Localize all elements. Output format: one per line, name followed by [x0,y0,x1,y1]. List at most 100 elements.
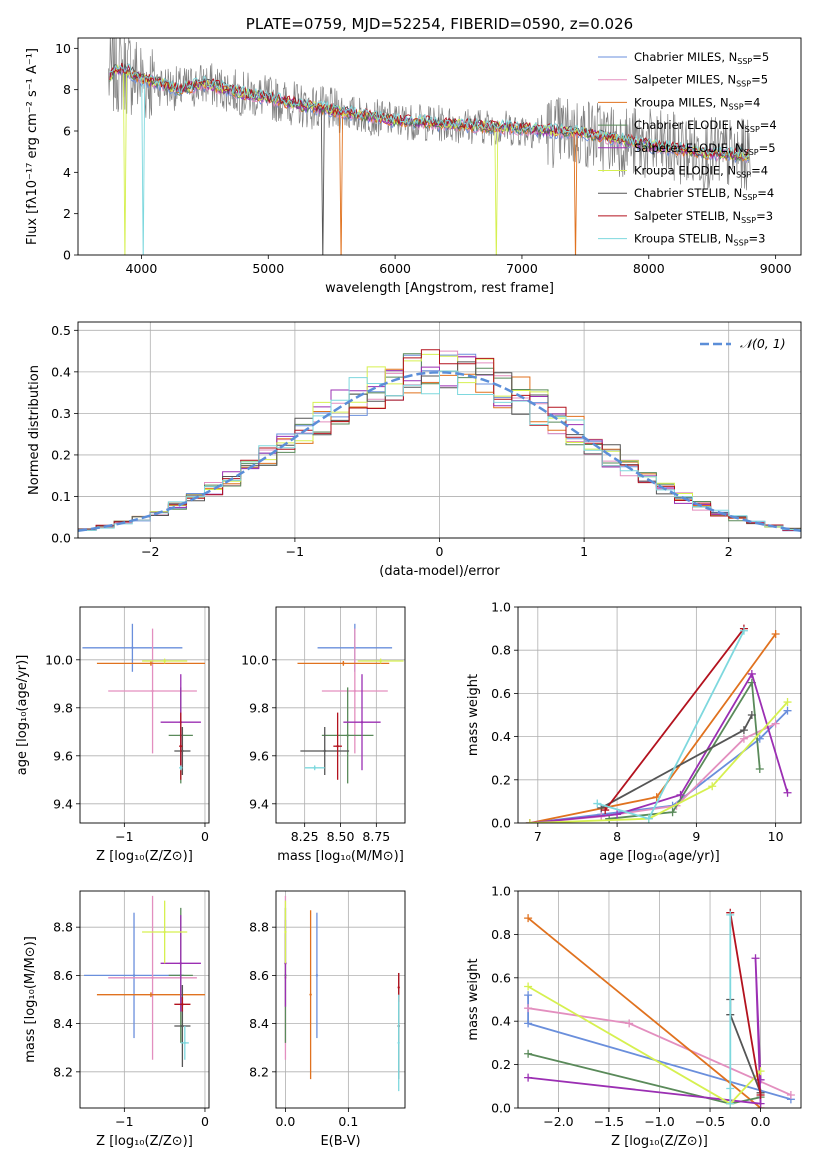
weight-marker [524,1049,533,1058]
weight_vs_age-xlabel: age [log₁₀(age/yr)] [599,849,720,864]
weight-marker [593,799,602,808]
legend-label: Kroupa ELODIE, NSSP=4 [634,164,768,180]
legend-label-text: Chabrier STELIB, N [634,186,742,200]
mass_vs_ebv-plot-area [284,895,400,1092]
spectrum-ytick-label: 10 [55,41,71,56]
weight_vs_Z-plot-area [524,908,795,1108]
data-point [149,662,153,665]
data-point [309,993,312,996]
weight-line [529,701,789,823]
legend-label-text: Kroupa ELODIE, N [634,164,736,178]
weight-marker [783,706,792,715]
weight-marker [783,698,792,707]
age_vs_Z-frame [79,606,210,824]
legend-label-text: Chabrier MILES, N [634,50,737,64]
legend-label: Kroupa MILES, NSSP=4 [634,95,760,111]
weight-marker [756,1099,765,1108]
data-point [313,766,316,769]
weight_vs_Z-ytick-label: 0.6 [491,970,511,985]
weight_vs_Z-xtick-label: −1.5 [594,1114,624,1129]
weight-marker [739,626,748,635]
mass_vs_ebv-xtick-label: 0.0 [275,1114,295,1129]
legend-label-sub: SSP [744,148,759,157]
spectrum-title: PLATE=0759, MJD=52254, FIBERID=0590, z=0… [246,15,633,33]
residuals-xlabel: (data-model)/error [379,564,500,579]
data-point [151,976,154,979]
weight-marker [751,954,760,963]
weight-marker [739,726,748,735]
legend-label-sub: SSP [736,171,751,180]
mass_vs_Z-xtick-label: 0 [201,1114,209,1129]
spectrum-ytick-label: 6 [63,124,71,139]
weight-line [527,958,762,1105]
weight-marker [755,765,764,773]
age_vs_Z-ytick-label: 9.4 [53,796,73,811]
age_vs_mass-xtick-label: 8.75 [362,829,390,844]
age_vs_mass-plot-area [297,623,404,784]
data-point [132,974,136,977]
legend-label-sub: SSP [741,216,756,225]
weight_vs_Z-panel: −2.0 −1.5 −1.0 −0.5 0.0 0.0 0.2 0.4 0.6 0.8 1.0 Z [… [466,884,802,1149]
weight-marker [524,1019,533,1028]
weight-marker [601,806,610,815]
weight-marker [668,808,677,817]
spectrum-xlabel: wavelength [Angstrom, rest frame] [325,281,554,296]
weight_vs_Z-ytick-label: 0.2 [491,1057,511,1072]
data-point [360,721,364,724]
data-point [346,734,349,737]
data-point [149,993,153,996]
residuals-xtick-label: 0 [436,544,444,559]
weight-marker [756,1090,765,1099]
weight_vs_Z-ytick-label: 0.0 [491,1101,511,1116]
mass_vs_ebv-ytick-label: 8.4 [249,1016,269,1031]
spectrum-ytick-label: 8 [63,82,71,97]
model-spectrum-line [109,67,750,164]
data-point [315,974,319,977]
data-point [179,766,182,769]
weight-marker [524,914,533,923]
mass_vs_Z-xlabel: Z [log₁₀(Z/Z⊙)] [96,1134,193,1149]
weight_vs_Z-xtick-label: −1.0 [644,1114,674,1129]
mass_vs_Z-ylabel: mass [log₁₀(M/M⊙)] [23,936,38,1063]
weight_vs_age-ytick-label: 0.8 [491,643,511,658]
legend-label: 𝒩(0, 1) [740,336,786,351]
weight-marker [524,1004,533,1013]
data-point [181,1024,184,1028]
spectrum-ytick-label: 4 [63,165,71,180]
spectrum-xtick-label: 9000 [760,261,792,276]
data-point [397,1041,400,1045]
spectrum-ytick-label: 0 [63,248,71,263]
weight-marker [613,810,622,819]
legend-label-value: =4 [757,186,774,200]
mass_vs_Z-ytick-label: 8.4 [53,1016,73,1031]
legend-label-sub: SSP [737,57,752,66]
residuals-frame [77,321,802,539]
age_vs_mass-xlabel: mass [log₁₀(M/M⊙)] [277,849,404,864]
spectrum-xtick-label: 7000 [506,261,538,276]
model-spectrum-line [109,62,750,159]
residuals-ytick-label: 0.2 [51,447,71,462]
weight-marker [524,982,533,991]
age_vs_mass-ytick-label: 9.8 [249,700,269,715]
legend-label: Kroupa STELIB, NSSP=3 [634,232,765,248]
weight_vs_age-ytick-label: 0.2 [491,772,511,787]
data-point [353,689,357,693]
mass_vs_Z-panel: −1 0 8.2 8.4 8.6 8.8 Z [log₁₀(Z/Z⊙)] mass [log₁… [23,890,210,1149]
residual-histogram [78,349,801,531]
legend-label-text: Salpeter STELIB, N [634,209,741,223]
weight_vs_age-ytick-label: 0.0 [491,816,511,831]
weight-marker [747,711,756,719]
residuals-xtick-label: 1 [580,544,588,559]
age_vs_mass-xtick-label: 8.50 [327,829,355,844]
weight-line [604,628,745,811]
legend-label: Salpeter MILES, NSSP=5 [634,73,768,89]
legend-label-text: Salpeter ELODIE, N [634,141,744,155]
residuals-ytick-label: 0.1 [51,489,71,504]
weight_vs_age-ytick-label: 1.0 [491,600,511,615]
legend-label-text: Kroupa STELIB, N [634,232,734,246]
data-point [181,1003,184,1006]
weight_vs_age-xtick-label: 8 [613,829,621,844]
legend-label-value: =3 [749,232,766,246]
data-point [323,749,326,753]
weight_vs_Z-frame [517,890,802,1109]
